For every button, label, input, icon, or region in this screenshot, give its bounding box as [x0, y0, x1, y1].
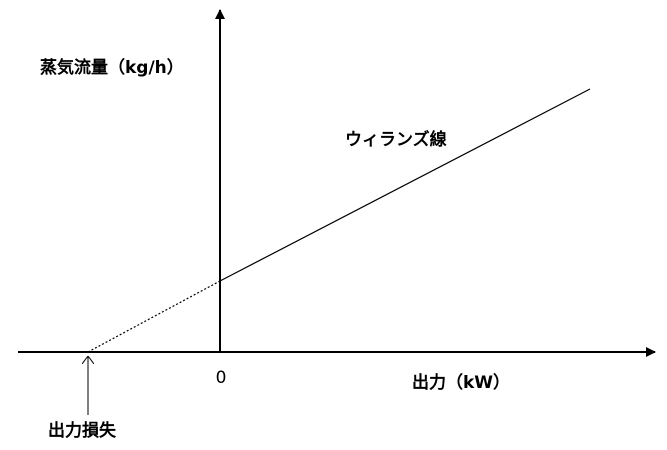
willans-line — [219, 88, 591, 282]
x-axis-label: 出力（kW） — [412, 372, 510, 393]
origin-label: 0 — [216, 368, 227, 388]
loss-label: 出力損失 — [48, 420, 117, 441]
extrapolated-line — [87, 280, 221, 353]
y-axis-label: 蒸気流量（kg/h） — [40, 57, 184, 78]
line-label: ウィランズ線 — [345, 129, 447, 150]
